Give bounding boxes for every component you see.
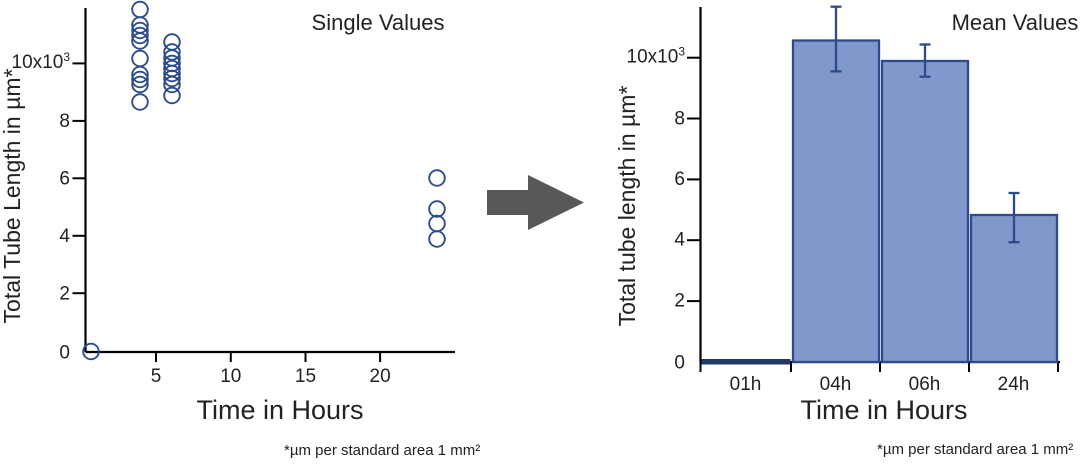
svg-text:8: 8 bbox=[59, 111, 70, 132]
svg-text:24h: 24h bbox=[998, 374, 1030, 395]
svg-text:*µm per standard area 1 mm²: *µm per standard area 1 mm² bbox=[877, 441, 1073, 458]
svg-text:Total Tube Length in µm*: Total Tube Length in µm* bbox=[0, 69, 25, 324]
svg-text:*µm per standard area 1 mm²: *µm per standard area 1 mm² bbox=[284, 442, 480, 459]
svg-text:5: 5 bbox=[151, 366, 162, 387]
svg-text:0: 0 bbox=[59, 343, 70, 364]
svg-text:Single Values: Single Values bbox=[312, 10, 445, 35]
svg-text:Total tube length in µm*: Total tube length in µm* bbox=[614, 86, 640, 327]
svg-text:Mean Values: Mean Values bbox=[952, 10, 1079, 35]
svg-text:Time in Hours: Time in Hours bbox=[800, 395, 967, 425]
svg-text:20: 20 bbox=[370, 366, 391, 387]
svg-text:4: 4 bbox=[59, 226, 70, 247]
svg-text:6: 6 bbox=[674, 169, 685, 190]
svg-text:01h: 01h bbox=[730, 374, 762, 395]
svg-text:15: 15 bbox=[295, 366, 316, 387]
svg-text:0: 0 bbox=[674, 353, 685, 374]
svg-text:10: 10 bbox=[220, 366, 241, 387]
svg-text:2: 2 bbox=[59, 284, 70, 305]
svg-text:10x103: 10x103 bbox=[627, 45, 686, 68]
svg-text:8: 8 bbox=[674, 109, 685, 130]
svg-text:6: 6 bbox=[59, 169, 70, 190]
svg-text:04h: 04h bbox=[820, 374, 852, 395]
svg-text:Time in Hours: Time in Hours bbox=[196, 395, 363, 425]
svg-text:4: 4 bbox=[674, 230, 685, 251]
svg-text:06h: 06h bbox=[909, 374, 941, 395]
svg-text:2: 2 bbox=[674, 291, 685, 312]
